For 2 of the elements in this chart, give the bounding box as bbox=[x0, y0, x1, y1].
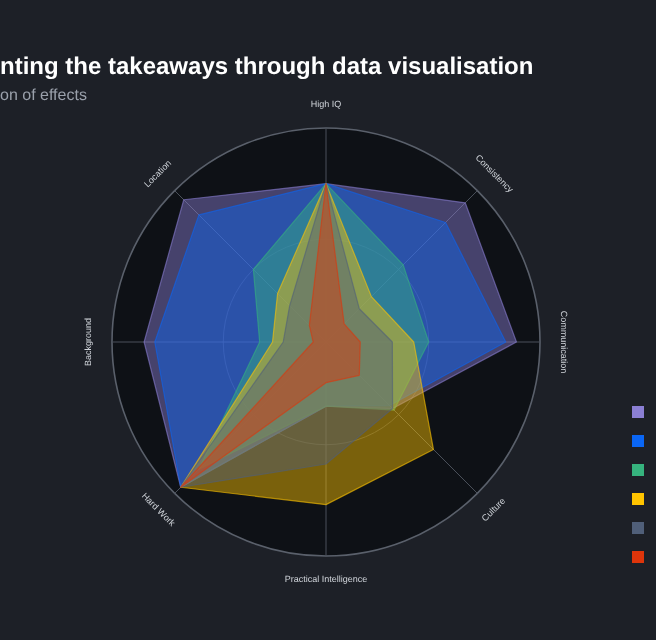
chart-title: nting the takeaways through data visualisation bbox=[0, 52, 534, 80]
chart-subtitle: on of effects bbox=[0, 86, 87, 104]
